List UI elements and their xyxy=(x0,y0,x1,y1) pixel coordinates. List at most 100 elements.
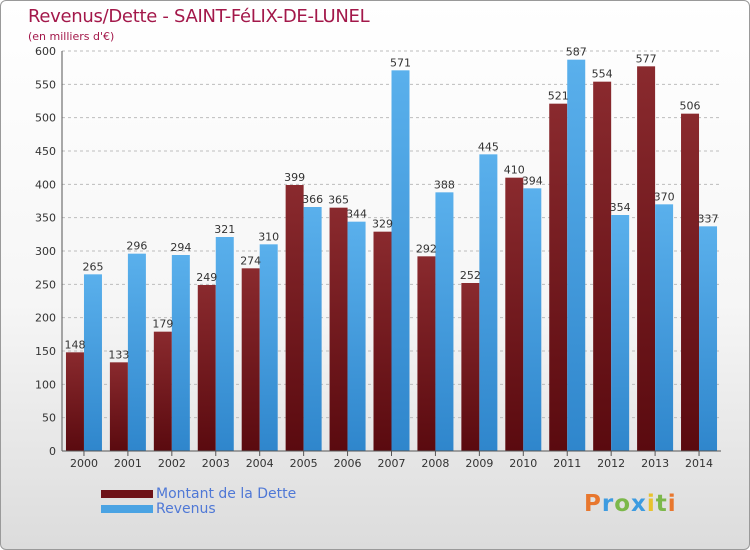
logo-letter: i xyxy=(646,491,656,517)
y-tick-label: 500 xyxy=(35,112,56,125)
y-tick-label: 600 xyxy=(35,45,56,58)
data-label: 554 xyxy=(592,68,613,81)
x-tick-label: 2008 xyxy=(421,457,449,470)
bar-revenus xyxy=(611,215,630,451)
y-tick-label: 350 xyxy=(35,212,56,225)
x-tick-label: 2010 xyxy=(509,457,537,470)
bar-debt xyxy=(681,113,700,452)
bar-debt xyxy=(505,177,524,451)
chart-subtitle: (en milliers d'€) xyxy=(28,30,115,43)
legend-label-debt: Montant de la Dette xyxy=(156,486,297,502)
logo-letter: x xyxy=(631,491,647,517)
data-label: 370 xyxy=(654,190,675,203)
data-label: 296 xyxy=(126,240,147,253)
data-label: 354 xyxy=(610,201,631,214)
x-tick-label: 2013 xyxy=(641,457,669,470)
x-tick-label: 2003 xyxy=(202,457,230,470)
bar-revenus xyxy=(479,154,498,452)
bar-revenus xyxy=(655,204,674,451)
data-label: 344 xyxy=(346,208,367,221)
legend-swatch-debt xyxy=(101,490,153,498)
bar-debt xyxy=(373,231,392,451)
y-tick-label: 250 xyxy=(35,278,56,291)
data-label: 329 xyxy=(372,218,393,231)
chart-title: Revenus/Dette - SAINT-FéLIX-DE-LUNEL xyxy=(28,6,370,27)
bar-revenus xyxy=(127,253,146,451)
y-tick-label: 150 xyxy=(35,345,56,358)
data-label: 249 xyxy=(196,271,217,284)
bar-debt xyxy=(461,283,480,451)
bar-debt xyxy=(285,185,304,451)
bar-revenus xyxy=(523,188,542,452)
bar-debt xyxy=(109,362,128,451)
logo-letter: r xyxy=(601,491,615,517)
x-tick-label: 2014 xyxy=(685,457,713,470)
x-tick-label: 2005 xyxy=(290,457,318,470)
bar-revenus xyxy=(435,192,454,452)
logo-letter: t xyxy=(655,491,668,517)
y-tick-label: 50 xyxy=(42,412,56,425)
logo-letter: i xyxy=(667,491,677,517)
bar-revenus xyxy=(259,244,278,451)
x-tick-label: 2002 xyxy=(158,457,186,470)
logo-letter: P xyxy=(584,491,602,517)
bar-debt xyxy=(241,268,260,451)
data-label: 394 xyxy=(522,174,543,187)
bar-debt xyxy=(153,331,172,451)
legend-label-revenus: Revenus xyxy=(156,501,216,517)
data-label: 294 xyxy=(170,241,191,254)
x-tick-label: 2006 xyxy=(334,457,362,470)
bar-debt xyxy=(549,103,568,452)
data-label: 388 xyxy=(434,178,455,191)
data-label: 148 xyxy=(64,338,85,351)
data-label: 506 xyxy=(680,100,701,113)
bar-debt xyxy=(637,66,656,451)
legend-swatch-revenus xyxy=(101,505,153,513)
bar-debt xyxy=(417,256,436,451)
data-label: 310 xyxy=(258,230,279,243)
bar-revenus xyxy=(171,255,190,451)
y-tick-label: 300 xyxy=(35,245,56,258)
data-label: 366 xyxy=(302,193,323,206)
y-tick-label: 550 xyxy=(35,78,56,91)
bar-revenus xyxy=(347,221,366,451)
data-label: 445 xyxy=(478,140,499,153)
y-tick-label: 0 xyxy=(49,445,56,458)
data-label: 365 xyxy=(328,194,349,207)
x-tick-label: 2012 xyxy=(597,457,625,470)
y-tick-label: 450 xyxy=(35,145,56,158)
logo-letter: o xyxy=(614,491,632,517)
data-label: 521 xyxy=(548,90,569,103)
data-label: 577 xyxy=(636,52,657,65)
data-label: 133 xyxy=(108,348,129,361)
y-tick-label: 400 xyxy=(35,178,56,191)
bar-revenus xyxy=(567,59,586,452)
x-tick-label: 2004 xyxy=(246,457,274,470)
data-label: 399 xyxy=(284,171,305,184)
bar-debt xyxy=(593,81,612,452)
data-label: 337 xyxy=(698,212,719,225)
data-label: 292 xyxy=(416,242,437,255)
bar-revenus xyxy=(215,237,234,451)
x-tick-label: 2007 xyxy=(378,457,406,470)
data-label: 265 xyxy=(82,260,103,273)
bar-debt xyxy=(197,285,216,451)
data-label: 274 xyxy=(240,254,261,267)
data-label: 252 xyxy=(460,269,481,282)
proxiti-logo: Proxiti xyxy=(584,491,677,517)
bar-revenus xyxy=(699,226,718,451)
x-tick-label: 2011 xyxy=(553,457,581,470)
bar-revenus xyxy=(83,274,102,451)
bar-debt xyxy=(329,207,348,451)
y-tick-label: 200 xyxy=(35,312,56,325)
data-label: 179 xyxy=(152,318,173,331)
y-tick-label: 100 xyxy=(35,378,56,391)
x-tick-label: 2001 xyxy=(114,457,142,470)
data-label: 587 xyxy=(566,46,587,59)
x-tick-label: 2009 xyxy=(465,457,493,470)
data-label: 410 xyxy=(504,164,525,177)
x-tick-label: 2000 xyxy=(70,457,98,470)
data-label: 321 xyxy=(214,223,235,236)
